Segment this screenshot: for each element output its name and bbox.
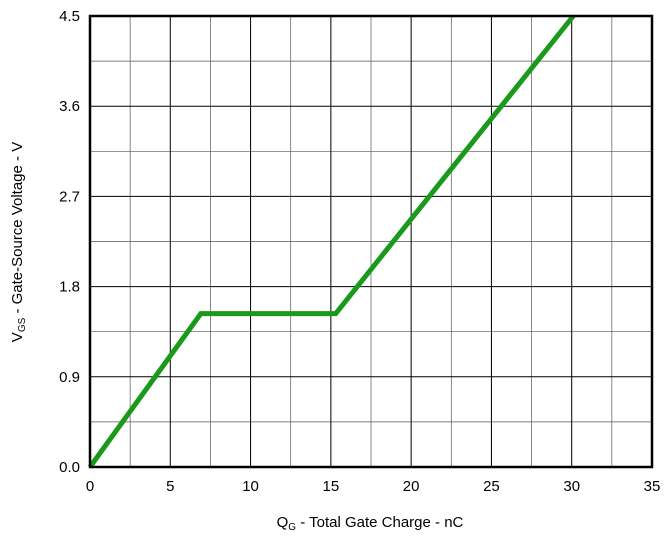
series-layer [87,14,576,469]
y-tick-label: 0.9 [59,369,80,386]
y-tick-label: 4.5 [59,8,80,25]
y-axis-label-sub: GS [17,317,28,332]
x-axis-label-sub: G [288,522,296,533]
x-axis-label-main: Q [277,514,289,531]
y-axis-label-main: V [9,332,26,342]
x-axis-label-rest: - Total Gate Charge - nC [296,514,463,531]
x-tick-label: 5 [166,478,174,495]
x-tick-label: 15 [323,478,340,495]
y-tick-label: 0.0 [59,459,80,476]
y-tick-label: 3.6 [59,98,80,115]
x-tick-label: 25 [483,478,500,495]
y-axis-label: VGS - Gate-Source Voltage - V [9,142,28,342]
x-tick-label: 20 [403,478,420,495]
x-tick-labels: 0 5 10 15 20 25 30 35 [86,478,661,495]
y-tick-labels: 0.0 0.9 1.8 2.7 3.6 4.5 [59,8,80,476]
minor-grid [90,16,652,467]
y-tick-label: 2.7 [59,188,80,205]
x-axis-label: QG - Total Gate Charge - nC [277,514,464,533]
x-tick-label: 0 [86,478,94,495]
y-tick-label: 1.8 [59,279,80,296]
series-line [87,14,576,469]
plot-frame [88,14,654,469]
y-axis-label-rest: - Gate-Source Voltage - V [9,142,26,318]
x-tick-label: 10 [242,478,259,495]
x-tick-label: 35 [644,478,661,495]
x-tick-label: 30 [563,478,580,495]
